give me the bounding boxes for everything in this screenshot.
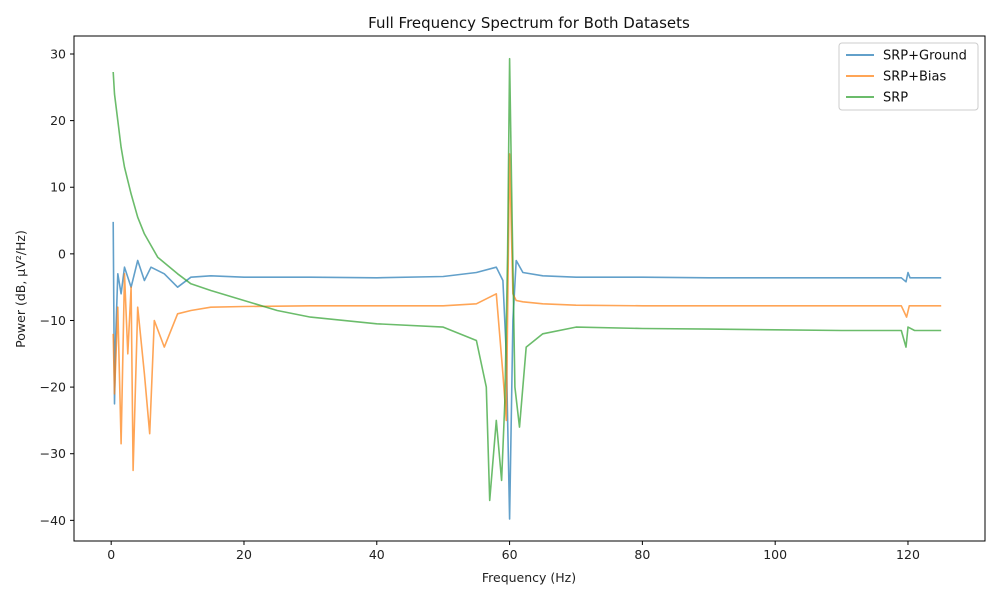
series-line-srp-ground bbox=[112, 221, 942, 520]
y-tick-label: 20 bbox=[50, 113, 66, 128]
x-tick-label: 120 bbox=[896, 547, 920, 562]
x-tick-label: 0 bbox=[107, 547, 115, 562]
x-tick-label: 20 bbox=[236, 547, 252, 562]
legend-item: SRP+Bias bbox=[846, 70, 947, 85]
y-tick-label: 30 bbox=[50, 46, 66, 61]
x-tick-label: 60 bbox=[502, 547, 518, 562]
y-tick-label: 10 bbox=[50, 180, 66, 195]
plot-area-frame bbox=[73, 35, 986, 542]
legend-label: SRP bbox=[883, 91, 908, 106]
y-axis-label: Power (dB, µV²/Hz) bbox=[13, 230, 28, 348]
legend-box bbox=[838, 42, 979, 111]
y-tick-label: −40 bbox=[40, 513, 66, 528]
legend-label: SRP+Bias bbox=[883, 70, 947, 85]
y-tick-label: −10 bbox=[40, 313, 66, 328]
series-line-srp-bias bbox=[112, 153, 942, 472]
y-tick-label: −20 bbox=[40, 380, 66, 395]
x-tick-label: 80 bbox=[634, 547, 650, 562]
series-layer bbox=[112, 57, 942, 520]
legend-item: SRP+Ground bbox=[846, 49, 967, 64]
y-axis-ticks: −40 −30 −20 −10 0 10 20 30 bbox=[40, 46, 74, 528]
x-axis-ticks: 0 20 40 60 80 100 120 bbox=[107, 541, 920, 562]
legend-label: SRP+Ground bbox=[883, 49, 967, 64]
x-axis-label: Frequency (Hz) bbox=[482, 570, 576, 585]
series-line-srp bbox=[112, 57, 942, 502]
x-tick-label: 100 bbox=[763, 547, 787, 562]
y-tick-label: −30 bbox=[40, 446, 66, 461]
chart-title: Full Frequency Spectrum for Both Dataset… bbox=[368, 14, 690, 32]
legend: SRP+Ground SRP+Bias SRP bbox=[838, 42, 979, 111]
x-tick-label: 40 bbox=[369, 547, 385, 562]
y-tick-label: 0 bbox=[58, 246, 66, 261]
legend-item: SRP bbox=[846, 91, 908, 106]
